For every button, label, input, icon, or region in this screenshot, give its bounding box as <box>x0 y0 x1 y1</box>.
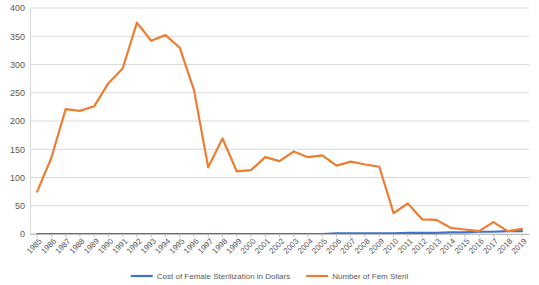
grid-line <box>30 121 529 122</box>
series-line <box>37 23 522 231</box>
axis-line <box>30 9 31 235</box>
legend-swatch <box>306 275 328 277</box>
tick: 350 <box>10 32 30 42</box>
tick: 2019 <box>510 234 529 256</box>
x-axis: 1985198619871988198919901991199219931994… <box>25 234 530 256</box>
legend: Cost of Female Sterilization in Dollars N… <box>131 272 409 281</box>
grid-line <box>30 8 529 9</box>
tick: 250 <box>10 88 30 98</box>
legend-item: Cost of Female Sterilization in Dollars <box>131 272 290 281</box>
legend-swatch <box>131 275 153 277</box>
tick: 100 <box>10 173 30 183</box>
grid-line <box>30 177 529 178</box>
tick: 0 <box>20 229 30 239</box>
tick: 50 <box>15 201 30 211</box>
grid-line <box>30 64 529 65</box>
grid-line <box>30 149 529 150</box>
tick: 150 <box>10 145 30 155</box>
legend-label: Number of Fem Steril <box>332 272 408 281</box>
tick-label: 350 <box>10 32 25 42</box>
grid-line <box>30 36 529 37</box>
plot-area <box>37 23 522 234</box>
tick: 2010 <box>381 234 400 256</box>
tick-label: 200 <box>10 116 25 126</box>
tick-label: 50 <box>15 201 25 211</box>
tick-label: 150 <box>10 145 25 155</box>
chart: 0 50 100 150 200 250 300 350 400 1985198619871988… <box>0 0 539 285</box>
grid <box>30 8 529 234</box>
grid-line <box>30 92 529 93</box>
tick-label: 400 <box>10 3 25 13</box>
tick: 300 <box>10 60 30 70</box>
tick: 200 <box>10 116 30 126</box>
legend-item: Number of Fem Steril <box>306 272 408 281</box>
y-axis: 0 50 100 150 200 250 300 350 400 <box>10 3 31 239</box>
tick: 400 <box>10 3 30 13</box>
series-line <box>37 231 522 234</box>
tick-label: 100 <box>10 173 25 183</box>
tick-label: 2019 <box>510 236 529 255</box>
tick-label: 0 <box>20 229 25 239</box>
legend-label: Cost of Female Sterilization in Dollars <box>157 272 290 281</box>
tick-label: 300 <box>10 60 25 70</box>
tick-label: 250 <box>10 88 25 98</box>
grid-line <box>30 205 529 206</box>
